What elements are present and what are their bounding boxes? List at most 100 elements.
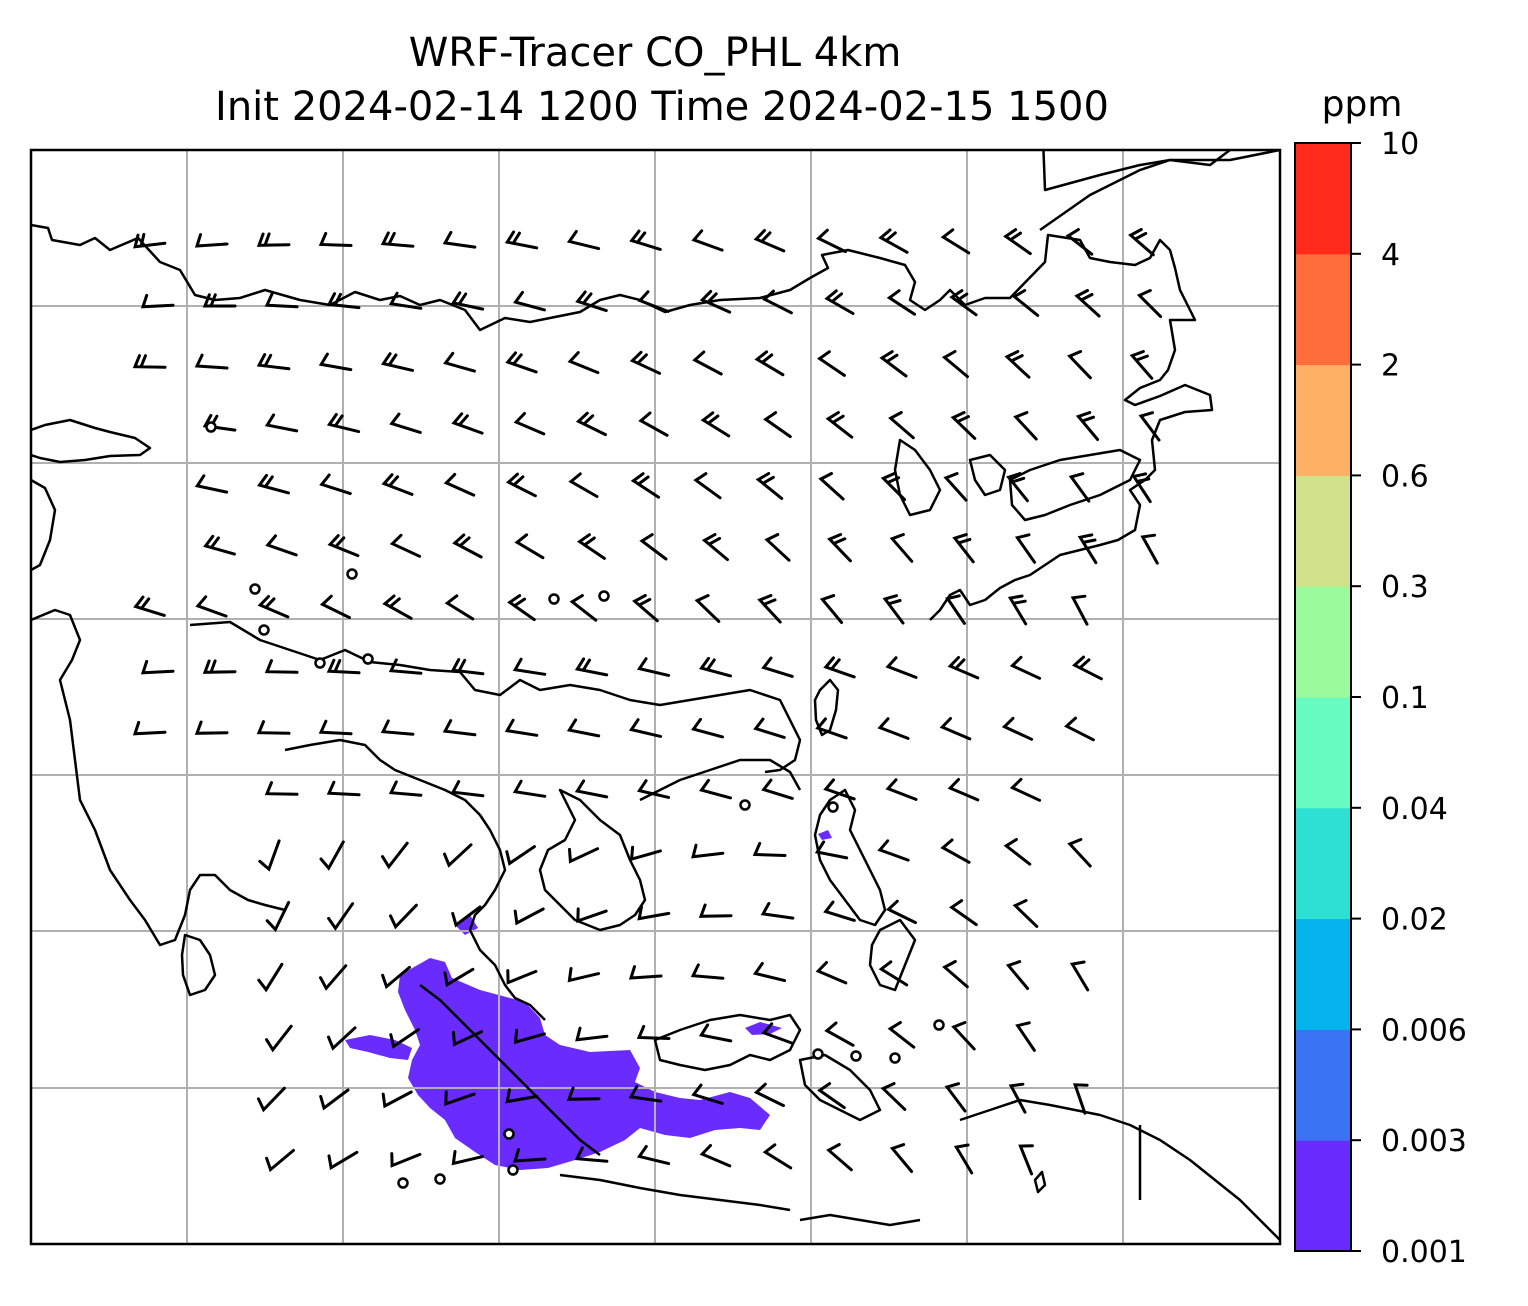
wind-barb: [691, 229, 724, 252]
wind-barb: [952, 533, 975, 564]
colorbar-band: [1295, 475, 1351, 587]
wind-barb: [885, 656, 918, 679]
wind-barb: [1075, 411, 1100, 441]
wind-barb: [264, 413, 299, 433]
colorbar-band: [1295, 1140, 1351, 1252]
calm-marker: [827, 801, 839, 813]
coast-java: [559, 1173, 791, 1212]
wind-barb: [319, 964, 348, 991]
wind-barb: [389, 412, 422, 434]
colorbar-bands: [1295, 143, 1351, 1252]
wind-barb: [1128, 228, 1155, 257]
wind-barb: [513, 1028, 546, 1045]
wind-barb: [1069, 960, 1090, 992]
border-himalaya-china: [189, 620, 802, 774]
wind-barb: [194, 353, 229, 370]
wind-barb: [327, 902, 355, 931]
wind-barb: [1067, 350, 1092, 380]
wind-barb: [823, 900, 856, 922]
wind-barb: [506, 969, 538, 985]
wind-barb: [1001, 716, 1034, 741]
wind-barb: [443, 472, 476, 497]
wind-barb: [1131, 472, 1152, 504]
wind-barb: [444, 594, 475, 621]
wind-barb: [951, 1021, 976, 1051]
wind-barb: [318, 352, 353, 372]
wind-barb: [568, 472, 599, 498]
wind-barb: [1074, 289, 1101, 318]
wind-barb: [764, 533, 791, 562]
wind-barb: [941, 350, 969, 379]
wind-barb: [575, 290, 608, 313]
coast-persian: [31, 478, 57, 572]
wind-barb: [265, 901, 291, 933]
wind-barb: [504, 718, 539, 737]
colorbar-band: [1295, 253, 1351, 366]
wind-barb: [878, 228, 909, 254]
wind-barb: [1065, 228, 1094, 256]
wind-barb: [505, 351, 538, 374]
wind-barb: [380, 231, 415, 248]
wind-barb: [574, 779, 609, 799]
wind-barb: [194, 474, 229, 494]
colorbar-tick-label: 2: [1381, 349, 1400, 384]
wind-barb: [1012, 899, 1039, 928]
gridlines: [31, 150, 1280, 1244]
wind-barb: [945, 594, 966, 625]
colorbar-band: [1295, 807, 1351, 920]
wind-barb: [1077, 533, 1098, 565]
wind-barb: [816, 350, 846, 377]
wind-barb: [265, 1024, 293, 1053]
wind-barb: [1004, 350, 1031, 379]
calm-marker: [507, 1164, 519, 1176]
calm-marker: [933, 1019, 945, 1031]
wind-barb: [947, 656, 980, 680]
wind-barb: [699, 289, 732, 314]
wind-barb: [380, 352, 415, 372]
wind-barb: [815, 228, 847, 254]
colorbar-tick-label: 0.006: [1381, 1013, 1467, 1048]
coast-mindanao: [868, 918, 917, 992]
wind-barb: [824, 289, 855, 315]
wind-barb: [877, 839, 910, 862]
calm-marker: [889, 1052, 901, 1064]
wind-barb: [1072, 1083, 1089, 1115]
wind-barb: [442, 230, 477, 249]
wind-barb: [257, 962, 284, 993]
calm-marker: [434, 1173, 446, 1185]
wind-barb: [574, 657, 609, 677]
coast-sumatra: [419, 984, 601, 1156]
wind-barb: [257, 1086, 286, 1113]
coast-taiwan: [813, 678, 840, 737]
wind-barb: [753, 229, 786, 253]
colorbar-tick-label: 10: [1381, 127, 1419, 162]
wind-barb: [947, 778, 980, 802]
wind-barb: [827, 533, 852, 563]
wind-barb: [639, 533, 668, 561]
wind-barb: [388, 780, 423, 797]
wind-barb: [326, 780, 361, 797]
wind-barb: [1071, 655, 1103, 681]
wind-barb: [942, 960, 969, 989]
calm-marker: [739, 799, 751, 811]
wind-barb: [566, 1086, 601, 1101]
colorbar-band: [1295, 697, 1351, 809]
wind-barb: [1136, 289, 1163, 319]
wind-barb: [761, 778, 794, 800]
wind-barb: [819, 594, 844, 624]
wind-barb: [257, 473, 290, 495]
wind-barb: [691, 843, 725, 859]
wind-barb: [887, 1021, 916, 1049]
wind-barb: [1063, 716, 1095, 742]
wind-barb: [133, 595, 166, 617]
wind-barb: [451, 412, 484, 435]
wind-barb: [326, 292, 361, 310]
wind-barb: [256, 353, 291, 371]
wind-barb: [693, 472, 722, 500]
wind-barb: [256, 720, 291, 735]
wind-barb: [512, 779, 547, 798]
wind-barb: [632, 594, 659, 623]
wind-barb: [1068, 472, 1091, 503]
wind-barb: [452, 533, 483, 559]
wind-barb: [512, 657, 547, 676]
